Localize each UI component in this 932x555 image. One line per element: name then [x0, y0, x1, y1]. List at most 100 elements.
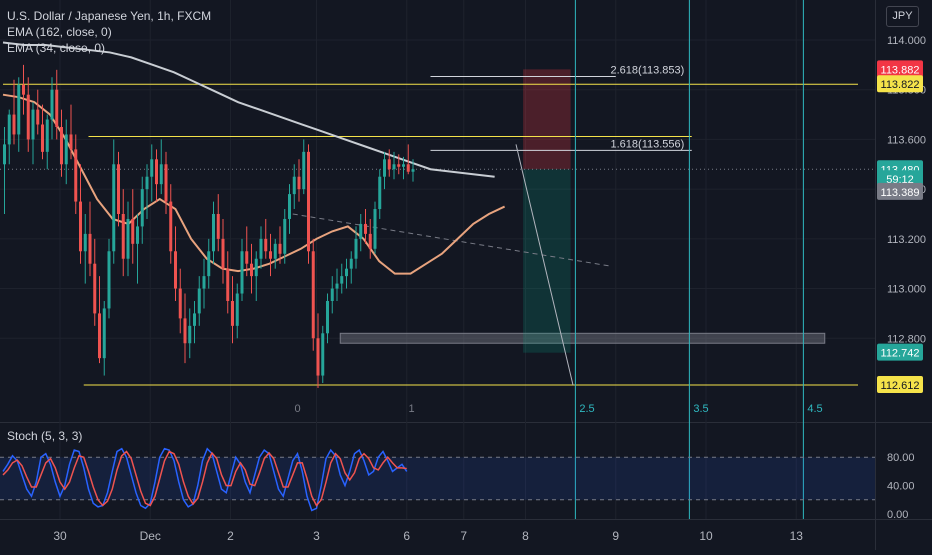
- candle-body: [188, 325, 192, 344]
- candle-body: [387, 159, 391, 170]
- stoch-legend[interactable]: Stoch (5, 3, 3): [7, 429, 83, 443]
- candle: [383, 151, 386, 190]
- candle: [64, 119, 68, 185]
- fib-level-label: 1.618(113.556): [611, 138, 685, 150]
- price-label: 113.822: [881, 79, 920, 91]
- candle-body: [93, 263, 97, 314]
- candle: [359, 213, 363, 252]
- candle-body: [17, 84, 21, 135]
- candle: [41, 104, 44, 160]
- candle: [183, 293, 187, 364]
- candle-body: [178, 288, 182, 319]
- candle: [69, 104, 73, 160]
- candle: [283, 209, 287, 264]
- candle: [136, 213, 139, 284]
- candle: [169, 184, 173, 264]
- time-tick-label: 6: [403, 529, 410, 543]
- position-stop-zone: [523, 69, 571, 170]
- candle: [368, 218, 372, 259]
- candle-body: [79, 201, 82, 252]
- candle: [240, 238, 244, 301]
- time-tick-label: 9: [612, 529, 619, 543]
- candle: [7, 109, 11, 165]
- ema34-line: [2, 93, 506, 275]
- candle-body: [60, 126, 63, 165]
- projection-line: [515, 144, 574, 386]
- candle-body: [126, 218, 130, 259]
- candle-body: [364, 223, 367, 234]
- candle-body: [155, 159, 158, 185]
- candle: [278, 226, 282, 264]
- candle-body: [302, 151, 306, 190]
- candle: [406, 144, 410, 175]
- candle: [402, 156, 405, 180]
- candle-body: [183, 318, 187, 344]
- candle: [202, 258, 206, 309]
- candle: [364, 209, 367, 244]
- candle-body: [383, 159, 386, 177]
- candle-body: [45, 119, 49, 152]
- symbol-title[interactable]: U.S. Dollar / Japanese Yen, 1h, FXCM: [7, 9, 212, 23]
- candle-body: [231, 300, 234, 326]
- candle: [98, 276, 101, 364]
- candle-body: [216, 213, 220, 239]
- price-label-bg: [877, 376, 923, 393]
- candle-body: [245, 251, 249, 264]
- time-tick-label: 2: [227, 529, 234, 543]
- candle: [145, 164, 149, 219]
- candle: [155, 149, 158, 202]
- candle: [164, 151, 168, 214]
- candle: [302, 139, 306, 195]
- wave-label: 1: [408, 403, 414, 415]
- candle: [216, 194, 220, 252]
- candle-body: [254, 258, 258, 277]
- candle: [250, 243, 253, 294]
- price-label-bg: [877, 75, 923, 93]
- ema34-label[interactable]: EMA (34, close, 0): [7, 41, 106, 55]
- candle: [378, 169, 382, 219]
- vertical-line-label: 4.5: [807, 403, 822, 415]
- time-tick-label: 30: [53, 529, 67, 543]
- candle: [26, 77, 30, 152]
- price-label-bg: [877, 60, 923, 78]
- candle-body: [373, 209, 377, 249]
- support-zone: [339, 332, 826, 344]
- candle-body: [197, 288, 201, 314]
- candle-body: [250, 263, 253, 277]
- candle-body: [326, 300, 329, 334]
- candle-body: [378, 176, 382, 210]
- candle-body: [26, 94, 30, 140]
- candle: [140, 176, 144, 244]
- candle: [330, 276, 334, 314]
- time-tick-label: 7: [460, 529, 467, 543]
- candle: [212, 201, 215, 264]
- candle-body: [83, 233, 87, 252]
- candle: [397, 154, 401, 175]
- candle-body: [273, 243, 277, 259]
- candle-body: [349, 258, 353, 269]
- candle-body: [12, 114, 16, 135]
- currency-button[interactable]: JPY: [886, 6, 919, 27]
- vertical-line-label: 2.5: [579, 403, 594, 415]
- price-tick-label: 113.200: [887, 234, 926, 246]
- price-label: 112.742: [881, 348, 920, 360]
- candle-body: [36, 109, 40, 125]
- candle-body: [64, 134, 68, 165]
- candle: [60, 109, 63, 177]
- candle-body: [240, 251, 244, 294]
- candle: [316, 313, 320, 388]
- candle: [117, 151, 120, 227]
- candle: [207, 238, 211, 289]
- candle-body: [140, 189, 144, 227]
- candle-body: [136, 226, 139, 244]
- candle: [107, 238, 111, 319]
- candle-body: [259, 238, 263, 259]
- ema162-label[interactable]: EMA (162, close, 0): [7, 25, 112, 39]
- candle-body: [7, 114, 11, 145]
- chart-legend: U.S. Dollar / Japanese Yen, 1h, FXCM EMA…: [7, 8, 211, 56]
- candle: [102, 300, 106, 376]
- candle: [45, 114, 49, 170]
- stoch-tick-label: 0.00: [887, 509, 908, 521]
